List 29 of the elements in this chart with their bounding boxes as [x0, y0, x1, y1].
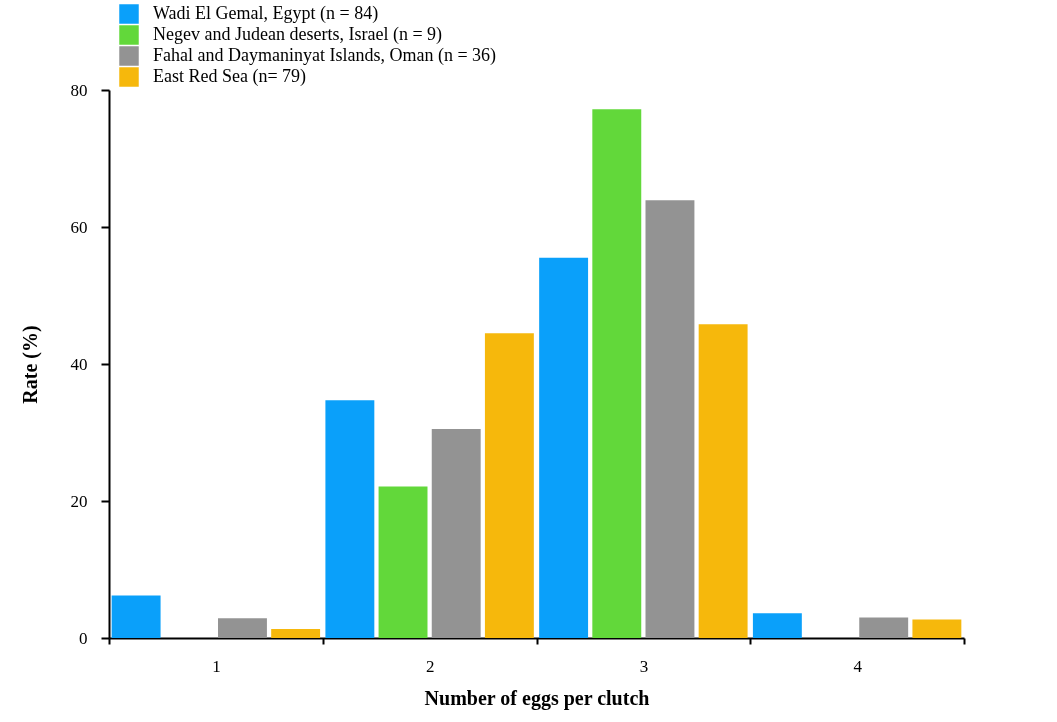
- legend-label: East Red Sea (n= 79): [153, 66, 307, 87]
- y-tick-label: 40: [70, 354, 88, 374]
- y-tick-label: 0: [79, 628, 88, 648]
- y-tick-label: 80: [70, 80, 88, 100]
- x-axis-title: Number of eggs per clutch: [424, 686, 650, 710]
- bar: [431, 429, 481, 638]
- bar: [378, 486, 428, 638]
- x-tick-label: 1: [212, 656, 221, 676]
- bar: [859, 617, 909, 638]
- bar: [752, 613, 802, 638]
- bar: [592, 109, 642, 638]
- y-tick-label: 60: [70, 217, 88, 237]
- bar: [539, 257, 589, 638]
- bar: [218, 618, 267, 638]
- y-tick-label: 20: [70, 491, 88, 511]
- bar: [484, 333, 534, 638]
- bar: [325, 400, 375, 638]
- bar: [912, 619, 962, 638]
- bar: [111, 595, 161, 638]
- bar: [271, 629, 321, 638]
- legend-label: Wadi El Gemal, Egypt (n = 84): [153, 3, 379, 24]
- y-axis-title: Rate (%): [18, 325, 42, 404]
- legend-label: Negev and Judean deserts, Israel (n = 9): [153, 24, 443, 45]
- legend-label: Fahal and Daymaninyat Islands, Oman (n = 36): [153, 45, 497, 66]
- x-tick-label: 4: [853, 656, 863, 676]
- x-tick-label: 2: [425, 656, 435, 676]
- bar: [698, 324, 748, 638]
- bar: [645, 200, 695, 638]
- x-tick-label: 3: [639, 656, 649, 676]
